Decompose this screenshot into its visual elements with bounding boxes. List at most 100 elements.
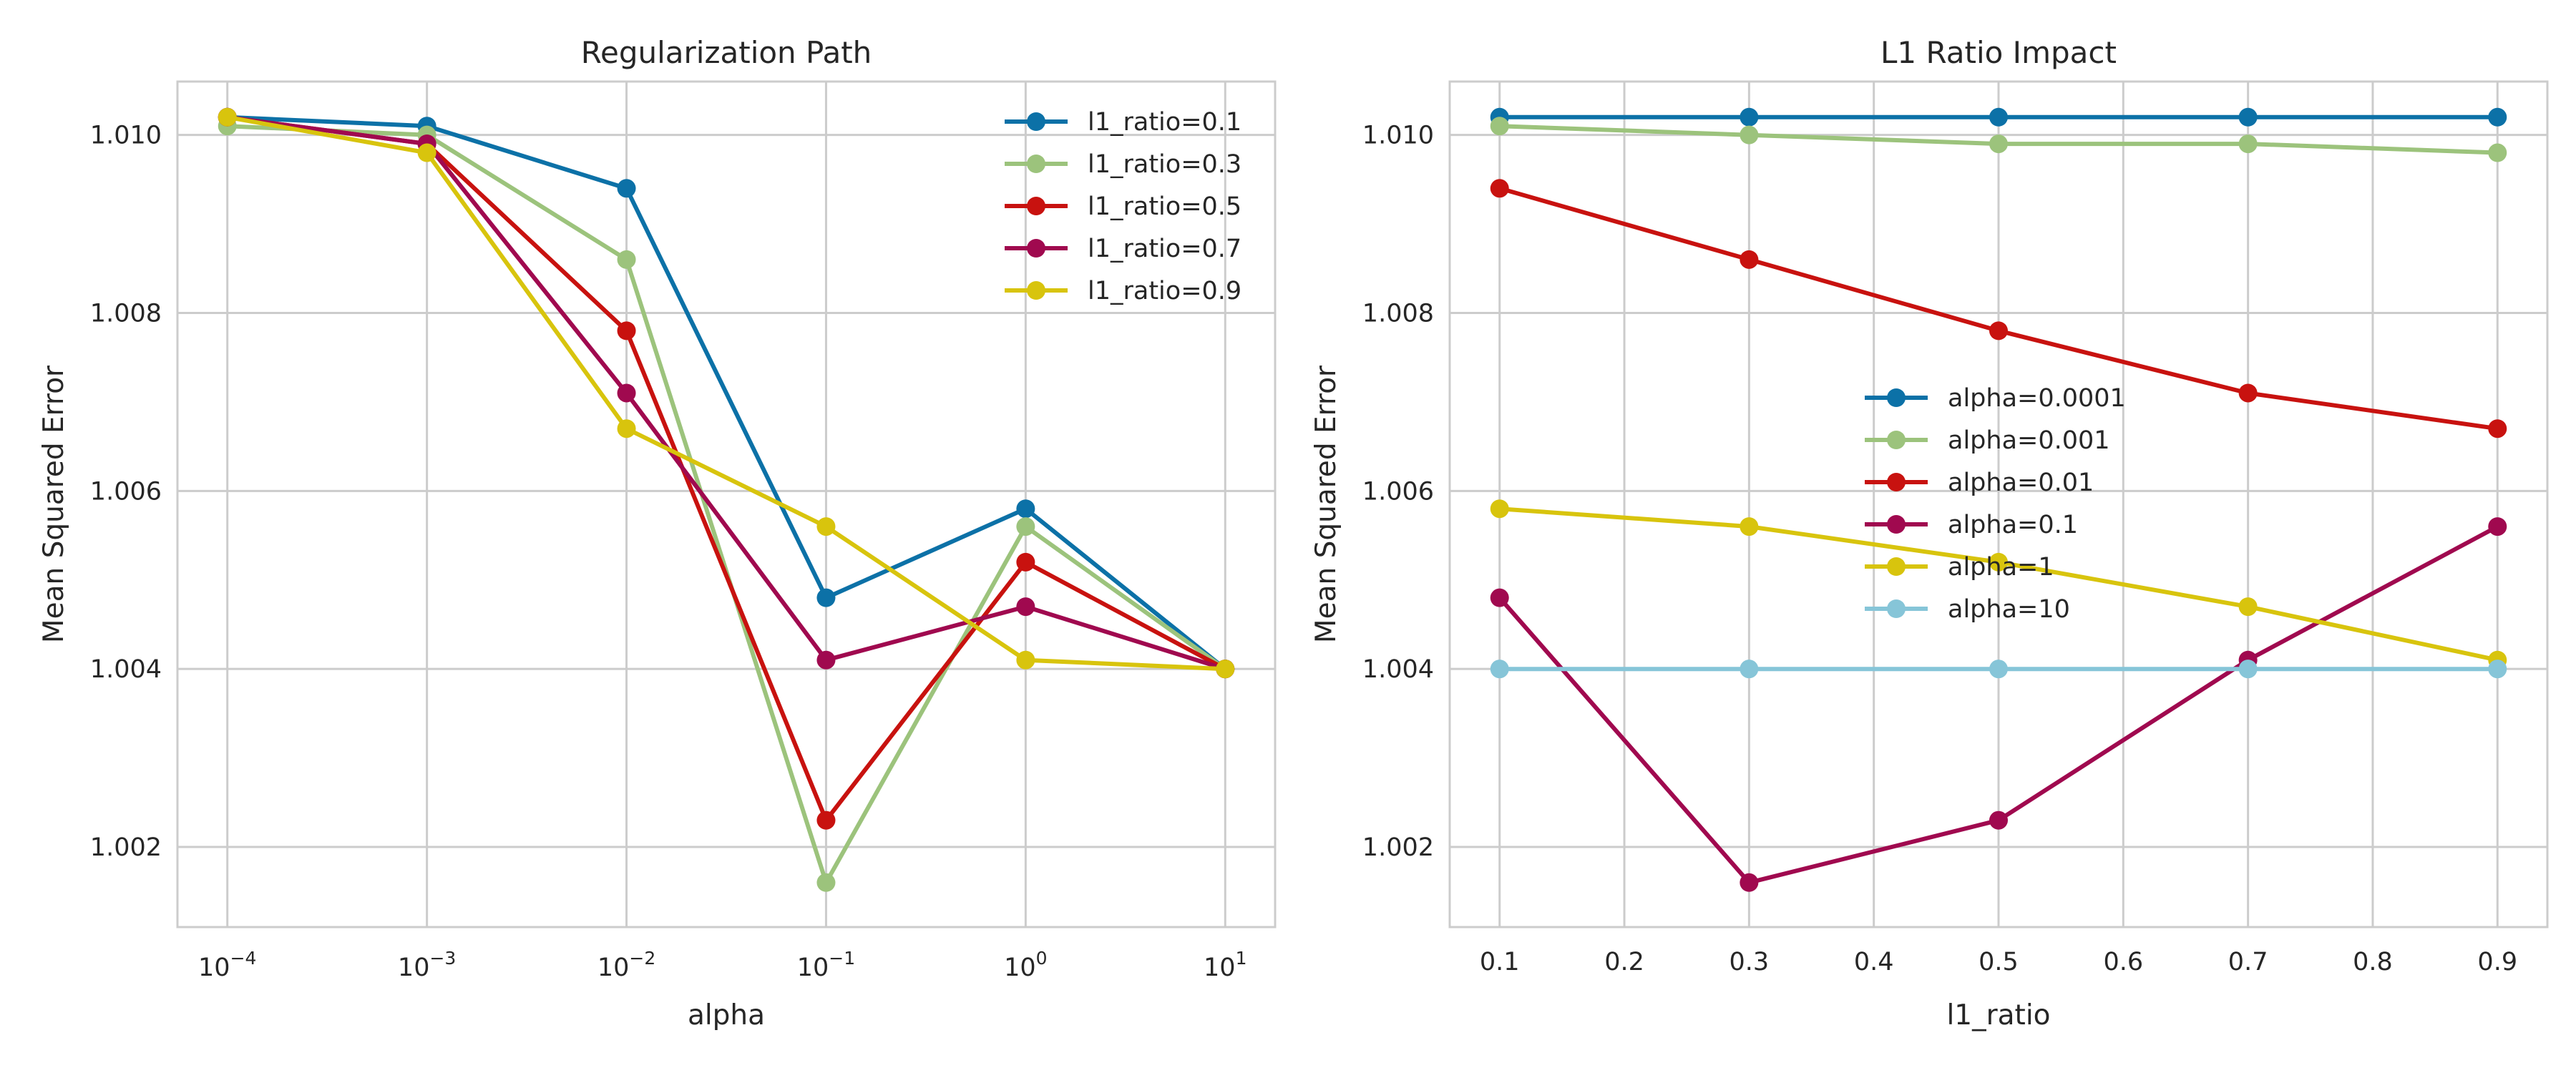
data-point (1989, 552, 2008, 572)
data-point (2488, 419, 2507, 438)
series-l1_ratio=0.9 (218, 107, 1235, 679)
data-point (1490, 660, 1509, 679)
plot-frame (1448, 80, 2549, 929)
x-tick-label: 10−1 (797, 948, 855, 982)
chart-title: Regularization Path (581, 35, 872, 70)
x-tick-label: 101 (1204, 948, 1246, 982)
y-tick-label: 1.004 (90, 655, 162, 684)
data-point (816, 517, 836, 536)
legend-label: alpha=0.01 (1948, 469, 2094, 497)
data-point (816, 588, 836, 607)
x-tick-label: 0.8 (2353, 948, 2393, 976)
data-point (1740, 660, 1759, 679)
y-axis-label: Mean Squared Error (1310, 365, 1342, 643)
y-tick-label: 1.010 (1362, 122, 1434, 150)
data-point (1016, 552, 1035, 572)
data-point (1740, 517, 1759, 536)
data-point (617, 419, 636, 438)
legend-label: l1_ratio=0.1 (1088, 108, 1241, 137)
x-tick-label: 0.7 (2228, 948, 2268, 976)
y-axis-label: Mean Squared Error (38, 365, 70, 643)
legend-label: alpha=0.001 (1948, 426, 2110, 455)
legend-label: alpha=10 (1948, 595, 2070, 624)
data-point (1989, 810, 2008, 830)
legend-label: l1_ratio=0.3 (1088, 150, 1241, 179)
data-point (218, 107, 237, 127)
legend-marker (1027, 197, 1045, 215)
data-point (1740, 250, 1759, 269)
series-alpha=0.0001 (1490, 107, 2507, 127)
data-point (1016, 517, 1035, 536)
legend-marker (1887, 431, 1906, 449)
data-point (2238, 107, 2258, 127)
data-point (1989, 107, 2008, 127)
regularization-path-chart: 10−4 10−3 10−2 10−1 100 101 1.002 1.004 1.006 1.0… (38, 35, 1277, 1032)
data-point (816, 650, 836, 670)
data-point (1989, 134, 2008, 154)
data-point (1490, 588, 1509, 607)
series-line (225, 114, 1228, 672)
y-tick-label: 1.002 (90, 833, 162, 862)
data-point (617, 383, 636, 403)
data-point (816, 810, 836, 830)
data-point (1016, 597, 1035, 617)
legend-label: l1_ratio=0.5 (1088, 192, 1241, 221)
data-point (2488, 517, 2507, 536)
x-tick-label: 10−4 (198, 948, 256, 982)
x-tick-label: 10−2 (597, 948, 655, 982)
data-point (417, 143, 436, 162)
chart-title: L1 Ratio Impact (1880, 35, 2117, 70)
data-point (617, 179, 636, 198)
x-axis-label: l1_ratio (1946, 999, 2050, 1032)
data-point (1490, 179, 1509, 198)
series-alpha=0.001 (1490, 117, 2507, 162)
y-tick-label: 1.008 (1362, 299, 1434, 328)
y-tick-label: 1.006 (90, 477, 162, 506)
legend-marker (1027, 281, 1045, 300)
legend-label: l1_ratio=0.9 (1088, 277, 1241, 305)
data-point (1740, 125, 1759, 144)
legend-marker (1887, 388, 1906, 407)
legend: alpha=0.0001 alpha=0.001 alpha=0.01 alpha=0… (1865, 384, 2126, 624)
data-point (1740, 873, 1759, 892)
series-line (225, 124, 1228, 885)
y-tick-label: 1.006 (1362, 477, 1434, 506)
data-point (1016, 650, 1035, 670)
series-l1_ratio=0.7 (218, 107, 1235, 679)
plot-frame (176, 80, 1277, 929)
data-point (2238, 660, 2258, 679)
x-tick-label: 0.3 (1729, 948, 1770, 976)
data-point (1016, 499, 1035, 519)
x-tick-label: 0.9 (2477, 948, 2517, 976)
legend-marker (1887, 515, 1906, 534)
legend-label: l1_ratio=0.7 (1088, 235, 1241, 263)
data-point (617, 321, 636, 340)
y-tick-label: 1.004 (1362, 655, 1434, 684)
y-tick-label: 1.002 (1362, 833, 1434, 862)
data-point (1740, 107, 1759, 127)
x-tick-label: 0.5 (1979, 948, 2019, 976)
series-l1_ratio=0.5 (218, 107, 1235, 830)
data-point (2238, 134, 2258, 154)
x-tick-label: 10−3 (398, 948, 456, 982)
y-tick-label: 1.008 (90, 299, 162, 328)
data-point (1989, 321, 2008, 340)
series-alpha=1 (1490, 499, 2507, 670)
series-l1_ratio=0.3 (218, 117, 1235, 892)
x-tick-label: 0.1 (1480, 948, 1520, 976)
legend-marker (1887, 599, 1906, 618)
x-tick-label: 100 (1004, 948, 1047, 982)
legend-label: alpha=0.0001 (1948, 384, 2126, 413)
data-point (2238, 597, 2258, 617)
legend: l1_ratio=0.1 l1_ratio=0.3 l1_ratio=0.5 l1_r… (1005, 108, 1241, 305)
data-point (816, 873, 836, 892)
data-point (1490, 117, 1509, 136)
legend-marker (1887, 557, 1906, 576)
series-line (225, 114, 1228, 672)
l1-ratio-impact-chart: 0.1 0.2 0.3 0.4 0.5 0.6 0.7 0.8 0.9 1.002 1.004 1.0… (1310, 35, 2549, 1032)
series-line (225, 114, 1228, 823)
y-tick-label: 1.010 (90, 122, 162, 150)
data-point (1216, 660, 1235, 679)
data-point (2238, 383, 2258, 403)
legend-marker (1887, 473, 1906, 491)
